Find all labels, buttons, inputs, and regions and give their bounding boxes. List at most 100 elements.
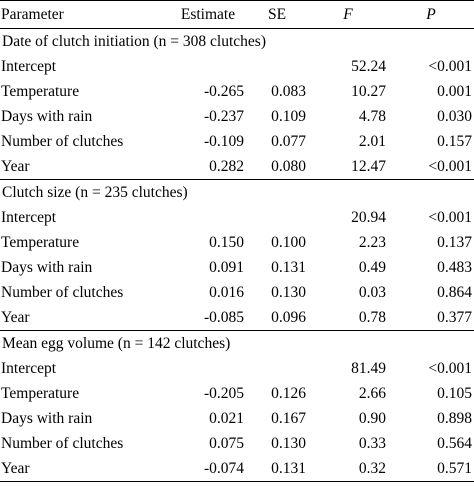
se-cell: 0.130 — [271, 434, 306, 452]
parameter-cell: Year — [1, 157, 30, 175]
p-value-cell: <0.001 — [428, 359, 472, 377]
parameter-cell: Number of clutches — [1, 283, 124, 301]
f-value-cell: 52.24 — [351, 57, 386, 75]
se-cell — [246, 356, 308, 381]
table-row: Days with rain 0.021 0.167 0.90 0.898 — [0, 406, 474, 431]
f-value-cell: 4.78 — [358, 107, 386, 125]
parameter-cell: Days with rain — [1, 258, 93, 276]
p-value-cell: 0.030 — [437, 107, 472, 125]
se-cell: 0.131 — [271, 258, 306, 276]
se-cell: 0.096 — [271, 308, 306, 326]
p-value-cell: 0.571 — [388, 456, 474, 482]
p-value-cell: 0.377 — [437, 308, 472, 326]
estimate-cell: 0.016 — [209, 283, 244, 301]
header-p: P — [388, 0, 474, 29]
estimate-cell — [170, 356, 246, 381]
parameter-cell: Year — [0, 456, 170, 482]
p-value-cell: <0.001 — [428, 157, 472, 175]
estimate-cell: -0.074 — [170, 456, 246, 482]
f-value-cell: 0.32 — [308, 456, 388, 482]
estimate-cell: 0.021 — [209, 409, 244, 427]
table-row: Year -0.085 0.096 0.78 0.377 — [0, 305, 474, 331]
se-cell: 0.080 — [271, 157, 306, 175]
section-title: Mean egg volume (n = 142 clutches) — [0, 330, 474, 356]
p-value-cell: 0.105 — [437, 384, 472, 402]
p-value-cell: 0.001 — [437, 82, 472, 100]
table-row: Days with rain -0.237 0.109 4.78 0.030 — [0, 104, 474, 129]
se-cell: 0.100 — [271, 233, 306, 251]
table-row: Temperature 0.150 0.100 2.23 0.137 — [0, 230, 474, 255]
f-value-cell: 81.49 — [351, 359, 386, 377]
p-value-cell: 0.564 — [437, 434, 472, 452]
p-value-cell: <0.001 — [428, 208, 472, 226]
section-header-row: Date of clutch initiation (n = 308 clutc… — [0, 29, 474, 55]
f-value-cell: 2.01 — [358, 132, 386, 150]
parameter-cell: Temperature — [1, 233, 80, 251]
parameter-cell: Temperature — [1, 384, 80, 402]
estimate-cell — [170, 205, 246, 230]
results-table: Parameter Estimate SE F P Date of clutch… — [0, 0, 474, 482]
parameter-cell: Number of clutches — [1, 434, 124, 452]
header-parameter: Parameter — [0, 0, 170, 29]
header-f: F — [308, 0, 388, 29]
f-value-cell: 20.94 — [351, 208, 386, 226]
estimate-cell — [170, 54, 246, 79]
se-cell: 0.077 — [271, 132, 306, 150]
se-cell: 0.126 — [271, 384, 306, 402]
table-row: Number of clutches 0.016 0.130 0.03 0.864 — [0, 280, 474, 305]
f-value-cell: 0.90 — [358, 409, 386, 427]
f-value-cell: 0.78 — [358, 308, 386, 326]
p-value-cell: 0.483 — [437, 258, 472, 276]
se-cell — [246, 54, 308, 79]
table-row: Intercept 81.49 <0.001 — [0, 356, 474, 381]
table-body: Date of clutch initiation (n = 308 clutc… — [0, 29, 474, 482]
table-row: Intercept 20.94 <0.001 — [0, 205, 474, 230]
se-cell: 0.083 — [271, 82, 306, 100]
p-value-cell: 0.157 — [437, 132, 472, 150]
f-value-cell: 0.49 — [358, 258, 386, 276]
f-value-cell: 2.23 — [358, 233, 386, 251]
f-value-cell: 10.27 — [351, 82, 386, 100]
estimate-cell: 0.282 — [209, 157, 244, 175]
estimate-cell: -0.237 — [203, 107, 244, 125]
se-cell: 0.130 — [271, 283, 306, 301]
estimate-cell: 0.150 — [209, 233, 244, 251]
estimate-cell: -0.109 — [203, 132, 244, 150]
table-row: Year -0.074 0.131 0.32 0.571 — [0, 456, 474, 482]
estimate-cell: 0.075 — [209, 434, 244, 452]
p-value-cell: 0.864 — [437, 283, 472, 301]
table-row: Temperature -0.265 0.083 10.27 0.001 — [0, 79, 474, 104]
f-value-cell: 0.33 — [358, 434, 386, 452]
table-row: Number of clutches 0.075 0.130 0.33 0.564 — [0, 431, 474, 456]
header-estimate: Estimate — [170, 0, 246, 29]
header-se: SE — [246, 0, 308, 29]
table-row: Year 0.282 0.080 12.47 <0.001 — [0, 154, 474, 180]
parameter-cell: Intercept — [1, 359, 57, 377]
estimate-cell: -0.085 — [203, 308, 244, 326]
se-cell: 0.109 — [271, 107, 306, 125]
table-header: Parameter Estimate SE F P — [0, 0, 474, 29]
p-value-cell: 0.137 — [437, 233, 472, 251]
parameter-cell: Days with rain — [1, 107, 93, 125]
se-cell — [246, 205, 308, 230]
section-title: Clutch size (n = 235 clutches) — [0, 179, 474, 205]
table-row: Temperature -0.205 0.126 2.66 0.105 — [0, 381, 474, 406]
table-row: Number of clutches -0.109 0.077 2.01 0.157 — [0, 129, 474, 154]
header-row: Parameter Estimate SE F P — [0, 0, 474, 29]
parameter-cell: Temperature — [1, 82, 80, 100]
parameter-cell: Number of clutches — [1, 132, 124, 150]
p-value-cell: <0.001 — [428, 57, 472, 75]
section-header-row: Mean egg volume (n = 142 clutches) — [0, 330, 474, 356]
f-value-cell: 12.47 — [351, 157, 386, 175]
section-title: Date of clutch initiation (n = 308 clutc… — [2, 32, 266, 50]
parameter-cell: Days with rain — [1, 409, 93, 427]
parameter-cell: Intercept — [1, 208, 57, 226]
estimate-cell: -0.205 — [203, 384, 244, 402]
estimate-cell: 0.091 — [209, 258, 244, 276]
f-value-cell: 0.03 — [358, 283, 386, 301]
section-header-row: Clutch size (n = 235 clutches) — [0, 179, 474, 205]
estimate-cell: -0.265 — [203, 82, 244, 100]
se-cell: 0.167 — [271, 409, 306, 427]
table-row: Intercept 52.24 <0.001 — [0, 54, 474, 79]
se-cell: 0.131 — [246, 456, 308, 482]
